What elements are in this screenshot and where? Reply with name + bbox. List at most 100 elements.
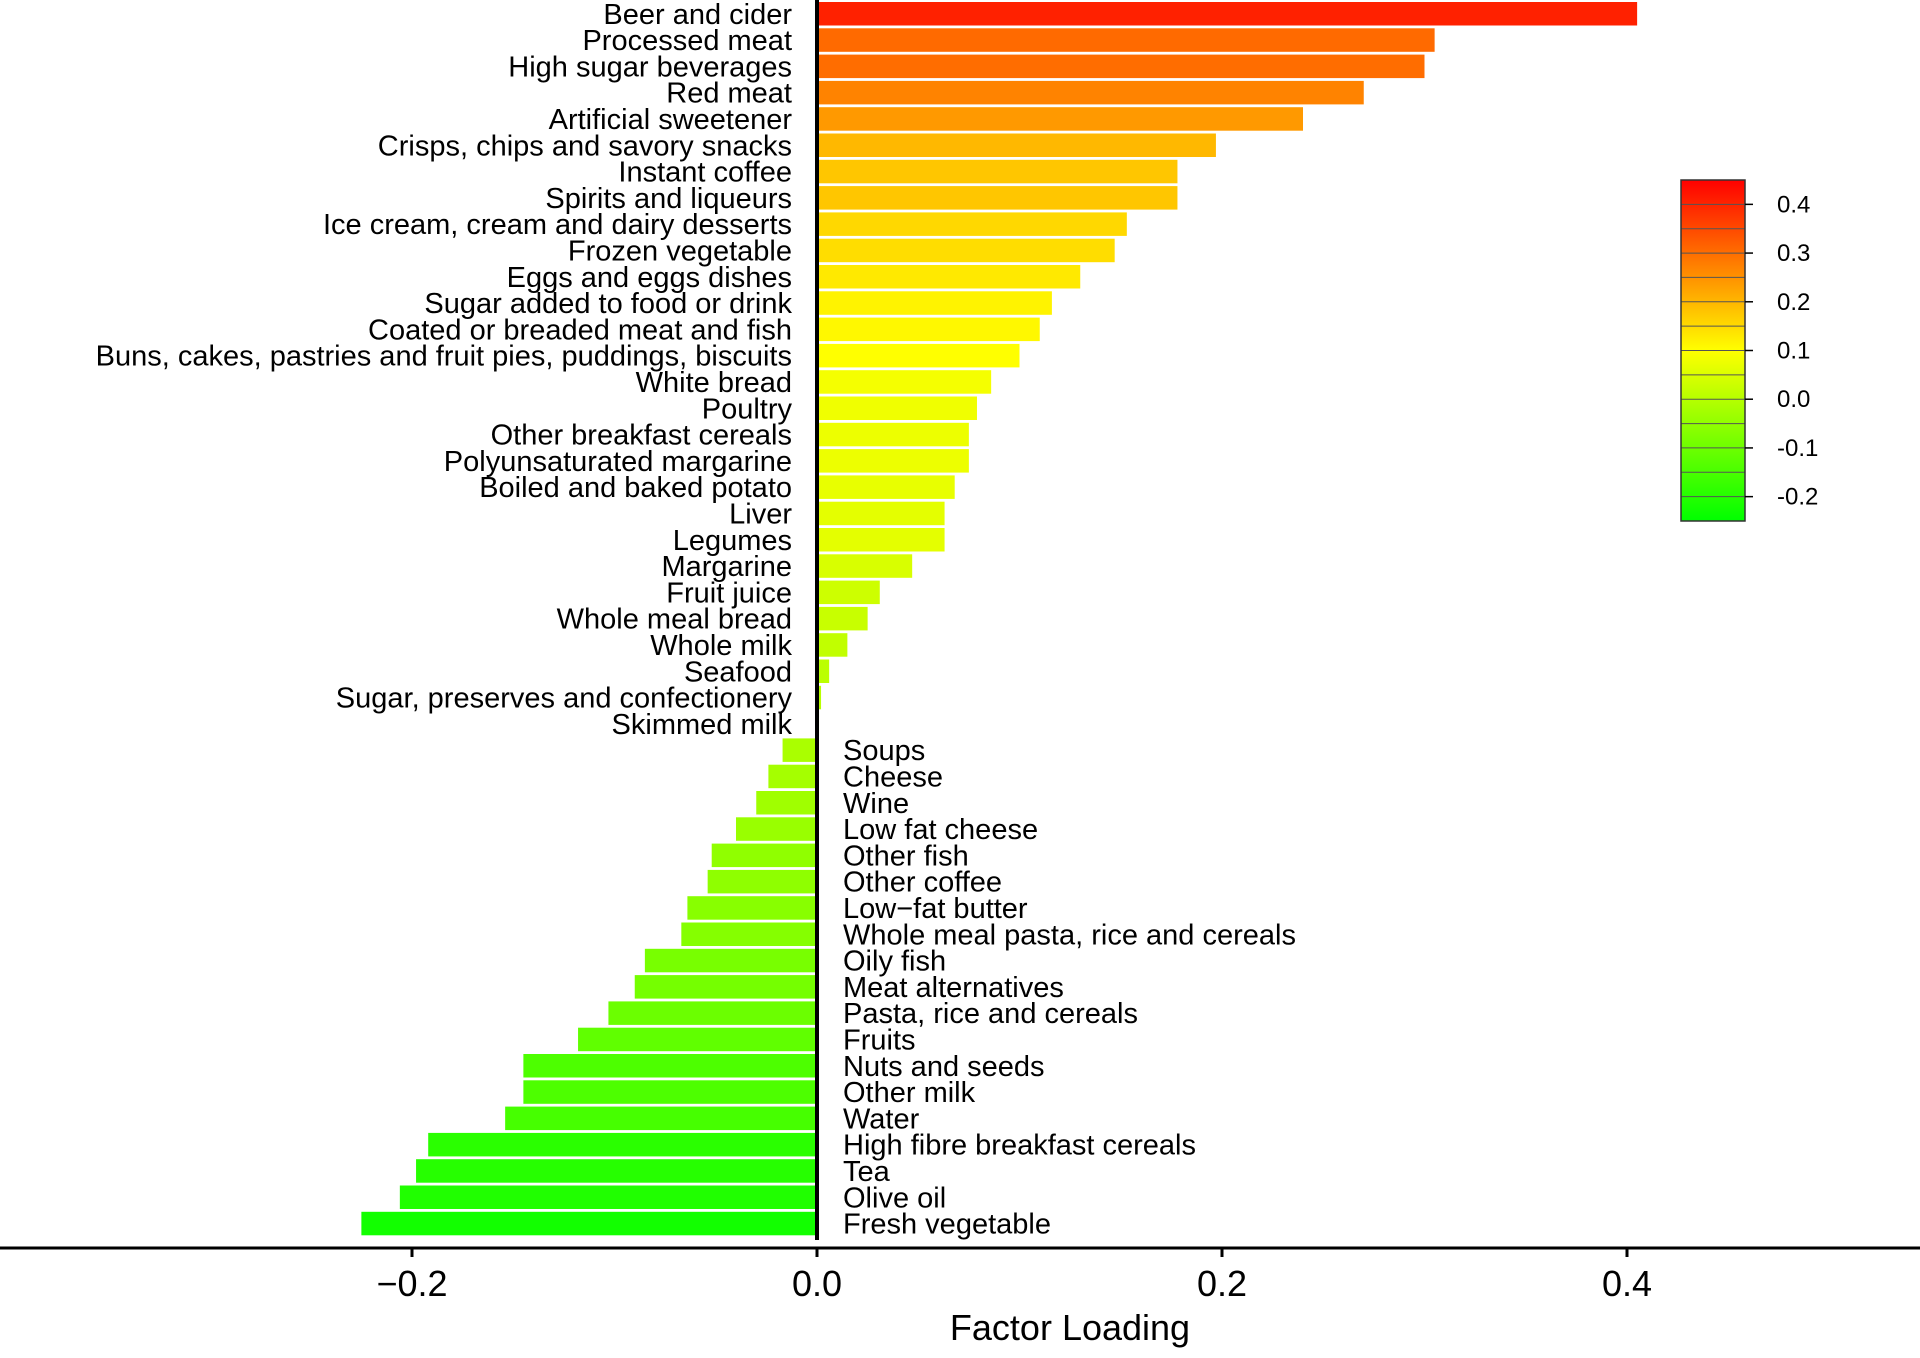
category-label-2: High sugar beverages xyxy=(508,51,792,83)
bar-12 xyxy=(817,317,1040,342)
category-label-15: Poultry xyxy=(702,393,793,425)
category-label-43: High fibre breakfast cereals xyxy=(843,1130,1196,1162)
bar-32 xyxy=(711,843,817,868)
category-label-44: Tea xyxy=(843,1156,891,1188)
bar-30 xyxy=(756,791,817,815)
bar-43 xyxy=(428,1132,817,1157)
category-label-35: Whole meal pasta, rice and cereals xyxy=(843,919,1296,951)
bar-8 xyxy=(817,212,1127,236)
category-label-7: Spirits and liqueurs xyxy=(545,183,792,215)
category-label-30: Wine xyxy=(843,788,909,820)
bar-33 xyxy=(707,869,817,894)
bar-16 xyxy=(817,422,969,447)
bar-6 xyxy=(817,159,1178,184)
bar-29 xyxy=(768,764,817,789)
category-label-34: Low−fat butter xyxy=(843,893,1028,925)
category-label-33: Other coffee xyxy=(843,867,1002,899)
bar-41 xyxy=(523,1080,817,1104)
bar-7 xyxy=(817,186,1178,210)
colorbar-tick-label-1: 0.3 xyxy=(1777,240,1810,267)
bar-11 xyxy=(817,291,1052,315)
colorbar-tick-label-5: -0.1 xyxy=(1777,435,1818,462)
x-axis: −0.2 0.0 0.2 0.4 xyxy=(376,1248,1652,1304)
category-label-12: Coated or breaded meat and fish xyxy=(368,314,792,346)
category-label-9: Frozen vegetable xyxy=(568,235,792,267)
category-label-16: Other breakfast cereals xyxy=(491,420,792,452)
category-label-38: Pasta, rice and cereals xyxy=(843,998,1138,1030)
category-label-42: Water xyxy=(843,1103,920,1135)
colorbar-tick-label-4: 0.0 xyxy=(1777,386,1810,413)
category-label-26: Sugar, preserves and confectionery xyxy=(336,683,793,715)
category-label-20: Legumes xyxy=(673,525,792,557)
category-label-6: Instant coffee xyxy=(618,157,792,189)
category-label-10: Eggs and eggs dishes xyxy=(507,262,792,294)
category-label-37: Meat alternatives xyxy=(843,972,1064,1004)
bar-28 xyxy=(782,738,817,762)
bar-37 xyxy=(634,975,817,999)
bar-20 xyxy=(817,528,945,552)
bar-13 xyxy=(817,343,1020,368)
x-tick-label-0: −0.2 xyxy=(376,1263,447,1304)
category-label-13: Buns, cakes, pastries and fruit pies, pu… xyxy=(96,341,792,373)
category-label-27: Skimmed milk xyxy=(612,709,793,741)
colorbar-tick-label-0: 0.4 xyxy=(1777,191,1810,218)
category-label-23: Whole meal bread xyxy=(557,604,792,636)
bar-39 xyxy=(578,1027,817,1052)
bar-35 xyxy=(681,922,817,946)
colorbar-tick-label-3: 0.1 xyxy=(1777,338,1810,365)
category-label-45: Olive oil xyxy=(843,1182,946,1214)
category-label-3: Red meat xyxy=(666,78,792,110)
x-tick-label-3: 0.4 xyxy=(1602,1263,1652,1304)
category-label-32: Other fish xyxy=(843,840,969,872)
bar-44 xyxy=(416,1159,817,1183)
bars-layer xyxy=(361,2,1638,1236)
x-axis-title: Factor Loading xyxy=(950,1307,1190,1348)
category-label-31: Low fat cheese xyxy=(843,814,1038,846)
category-label-25: Seafood xyxy=(684,656,792,688)
bar-18 xyxy=(817,475,955,499)
bar-26 xyxy=(817,685,822,710)
bar-38 xyxy=(608,1001,817,1025)
category-label-24: Whole milk xyxy=(650,630,792,662)
category-label-36: Oily fish xyxy=(843,946,946,978)
bar-14 xyxy=(817,370,992,394)
category-label-17: Polyunsaturated margarine xyxy=(444,446,792,478)
bar-45 xyxy=(399,1185,817,1209)
bar-1 xyxy=(817,28,1435,52)
category-label-19: Liver xyxy=(729,498,792,530)
bar-23 xyxy=(817,606,868,631)
category-label-46: Fresh vegetable xyxy=(843,1209,1051,1241)
category-label-8: Ice cream, cream and dairy desserts xyxy=(323,209,792,241)
bar-42 xyxy=(505,1106,817,1131)
bar-0 xyxy=(817,2,1638,26)
bar-3 xyxy=(817,80,1364,105)
bar-36 xyxy=(644,948,817,973)
x-tick-label-1: 0.0 xyxy=(792,1263,842,1304)
category-label-4: Artificial sweetener xyxy=(549,104,793,136)
bar-4 xyxy=(817,107,1303,131)
colorbar-tick-label-6: -0.2 xyxy=(1777,484,1818,511)
bar-21 xyxy=(817,554,913,578)
x-tick-label-2: 0.2 xyxy=(1197,1263,1247,1304)
bar-31 xyxy=(736,817,817,841)
bar-40 xyxy=(523,1054,817,1078)
bar-2 xyxy=(817,54,1425,79)
category-label-28: Soups xyxy=(843,735,925,767)
category-label-11: Sugar added to food or drink xyxy=(424,288,792,320)
category-label-21: Margarine xyxy=(661,551,792,583)
category-label-41: Other milk xyxy=(843,1077,976,1109)
category-label-18: Boiled and baked potato xyxy=(479,472,792,504)
colorbar-legend: 0.4 0.3 0.2 0.1 0.0 -0.1 -0.2 xyxy=(1680,179,1818,522)
bar-24 xyxy=(817,633,848,657)
category-label-22: Fruit juice xyxy=(666,577,792,609)
category-label-0: Beer and cider xyxy=(603,0,792,31)
category-label-5: Crisps, chips and savory snacks xyxy=(378,130,792,162)
category-label-1: Processed meat xyxy=(582,25,792,57)
colorbar-tick-label-2: 0.2 xyxy=(1777,289,1810,316)
bar-34 xyxy=(687,896,817,920)
category-label-29: Cheese xyxy=(843,761,943,793)
bar-25 xyxy=(817,659,830,683)
bar-5 xyxy=(817,133,1216,157)
